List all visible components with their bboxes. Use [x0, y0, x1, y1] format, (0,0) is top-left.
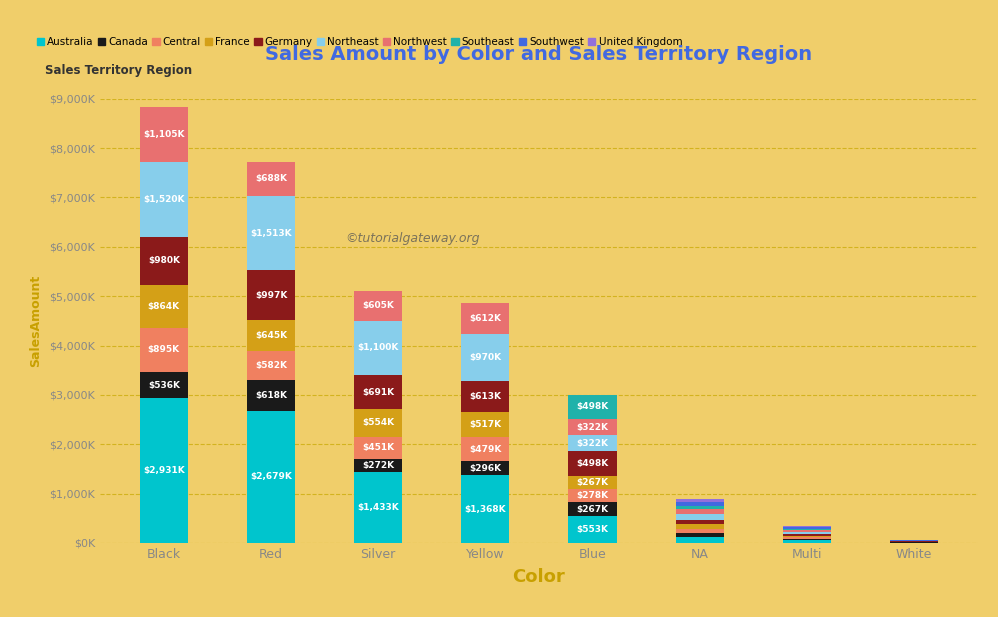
Text: $980K: $980K [148, 256, 180, 265]
Bar [676, 529, 724, 533]
Text: $536K: $536K [148, 381, 180, 389]
Bar [569, 516, 617, 543]
Bar [569, 419, 617, 435]
Bar [676, 510, 724, 514]
Bar [140, 399, 188, 543]
Bar [569, 451, 617, 476]
Text: $2,679K: $2,679K [250, 473, 292, 481]
Text: $554K: $554K [362, 418, 394, 428]
Text: $613K: $613K [469, 392, 501, 401]
Bar [247, 270, 295, 320]
Text: $272K: $272K [362, 461, 394, 470]
Bar [676, 537, 724, 543]
Text: $688K: $688K [255, 174, 287, 183]
Text: $1,520K: $1,520K [143, 194, 185, 204]
Bar [140, 285, 188, 328]
Title: Sales Amount by Color and Sales Territory Region: Sales Amount by Color and Sales Territor… [265, 45, 812, 64]
Bar [247, 352, 295, 380]
Bar [569, 395, 617, 419]
Text: $517K: $517K [469, 420, 501, 429]
Bar [461, 461, 509, 476]
Bar [247, 320, 295, 352]
Bar [461, 381, 509, 412]
Bar [354, 409, 402, 437]
Text: $451K: $451K [362, 443, 394, 452]
Text: $582K: $582K [255, 362, 287, 370]
Bar [782, 540, 831, 543]
Bar [782, 534, 831, 536]
Bar [354, 437, 402, 459]
Text: $553K: $553K [577, 525, 609, 534]
Bar [676, 514, 724, 520]
Bar [569, 435, 617, 451]
Text: $605K: $605K [362, 301, 394, 310]
Text: $864K: $864K [148, 302, 180, 311]
Bar [782, 530, 831, 532]
Y-axis label: SalesAmount: SalesAmount [29, 275, 42, 367]
Bar [140, 328, 188, 372]
Bar [676, 502, 724, 506]
Bar [461, 334, 509, 381]
Bar [782, 528, 831, 529]
Legend: Australia, Canada, Central, France, Germany, Northeast, Northwest, Southeast, So: Australia, Canada, Central, France, Germ… [35, 35, 685, 49]
Text: $2,931K: $2,931K [143, 466, 185, 475]
Bar [354, 321, 402, 375]
X-axis label: Color: Color [513, 568, 565, 586]
Bar [247, 162, 295, 196]
Text: $322K: $322K [577, 439, 609, 447]
Bar [676, 499, 724, 502]
Bar [782, 539, 831, 540]
Bar [247, 380, 295, 411]
Text: $278K: $278K [577, 491, 609, 500]
Bar [461, 476, 509, 543]
Bar [354, 472, 402, 543]
Bar [569, 489, 617, 502]
Text: $1,100K: $1,100K [357, 344, 399, 352]
Bar [247, 411, 295, 543]
Bar [140, 237, 188, 285]
Bar [354, 291, 402, 321]
Bar [676, 506, 724, 510]
Text: ©tutorialgateway.org: ©tutorialgateway.org [345, 232, 480, 245]
Text: $895K: $895K [148, 346, 180, 354]
Text: $1,513K: $1,513K [250, 229, 291, 238]
Bar [569, 476, 617, 489]
Text: $997K: $997K [254, 291, 287, 299]
Text: $498K: $498K [577, 402, 609, 412]
Text: $1,105K: $1,105K [143, 130, 185, 139]
Text: $618K: $618K [255, 391, 287, 400]
Text: $1,433K: $1,433K [357, 503, 399, 512]
Bar [569, 502, 617, 516]
Bar [354, 375, 402, 409]
Text: $267K: $267K [577, 478, 609, 487]
Bar [354, 459, 402, 472]
Text: $691K: $691K [362, 387, 394, 397]
Bar [676, 524, 724, 529]
Bar [782, 529, 831, 530]
Bar [782, 532, 831, 534]
Bar [676, 533, 724, 537]
Text: $498K: $498K [577, 459, 609, 468]
Bar [247, 196, 295, 270]
Bar [140, 162, 188, 237]
Text: $1,368K: $1,368K [464, 505, 506, 514]
Bar [461, 412, 509, 437]
Bar [782, 536, 831, 537]
Text: $970K: $970K [469, 353, 501, 362]
Text: Sales Territory Region: Sales Territory Region [45, 64, 192, 78]
Text: $612K: $612K [469, 314, 501, 323]
Bar [461, 437, 509, 461]
Bar [140, 107, 188, 162]
Text: $479K: $479K [469, 444, 502, 453]
Bar [782, 526, 831, 528]
Bar [461, 304, 509, 334]
Text: $645K: $645K [254, 331, 287, 340]
Text: $322K: $322K [577, 423, 609, 432]
Bar [676, 520, 724, 524]
Bar [782, 537, 831, 539]
Text: $267K: $267K [577, 505, 609, 513]
Bar [140, 372, 188, 399]
Text: $296K: $296K [469, 463, 501, 473]
